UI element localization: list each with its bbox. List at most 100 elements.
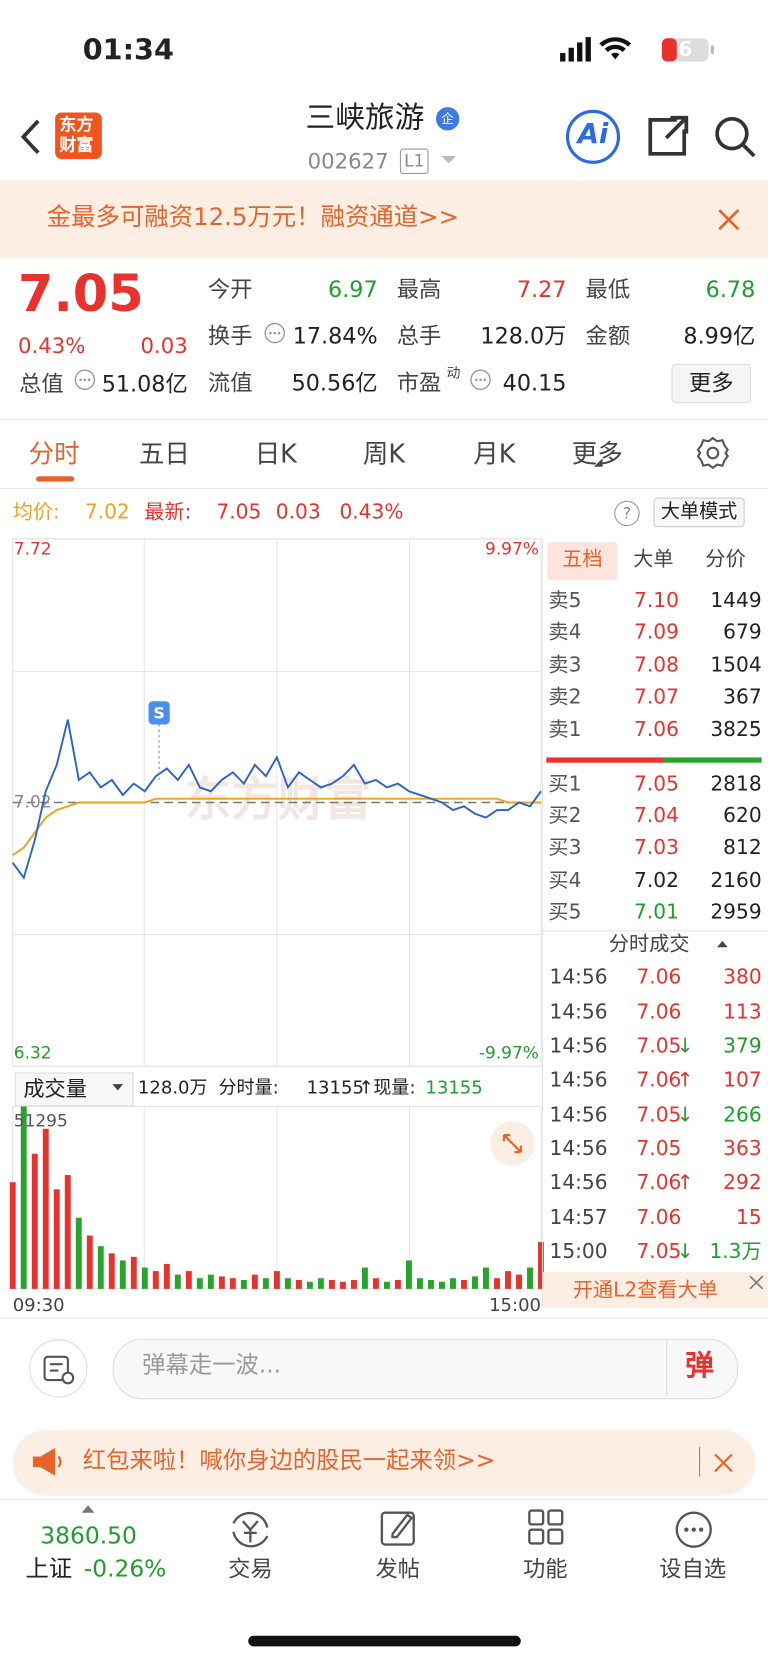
- change-pct: 0.43%: [18, 333, 86, 359]
- indicator-label[interactable]: 成交量: [23, 1075, 87, 1102]
- danmaku-input[interactable]: [112, 1338, 739, 1400]
- book-tab[interactable]: 分价: [705, 547, 746, 571]
- more-button[interactable]: [671, 363, 752, 404]
- home-indicator: [248, 1635, 521, 1647]
- collapse-icon[interactable]: [717, 940, 728, 948]
- book-tab[interactable]: 大单: [633, 547, 674, 571]
- trade-price: 7.06: [636, 1206, 682, 1230]
- l2-promo-text[interactable]: 开通L2查看大单: [572, 1278, 718, 1302]
- stock-code: 002627: [307, 148, 389, 174]
- volume-total: 128.0万: [137, 1077, 208, 1099]
- trade-volume: 292: [723, 1171, 762, 1195]
- period-tab[interactable]: 五日: [138, 439, 190, 469]
- indicator-select[interactable]: [14, 1072, 134, 1107]
- trades-title[interactable]: 分时成交: [608, 932, 690, 956]
- period-tab[interactable]: 周K: [362, 439, 406, 469]
- volume-bar: [284, 1278, 291, 1289]
- trade-time: 14:56: [549, 1000, 608, 1024]
- danmaku-placeholder[interactable]: 弹幕走一波...: [142, 1352, 282, 1380]
- danmaku-send[interactable]: 弹: [685, 1349, 714, 1383]
- promo-banner[interactable]: [12, 1429, 756, 1496]
- banner-text[interactable]: 金最多可融资12.5万元！融资通道>>: [46, 203, 460, 232]
- divider: [542, 538, 544, 1307]
- signal-marker[interactable]: [148, 701, 170, 725]
- banner[interactable]: [0, 180, 768, 258]
- expand-icon[interactable]: [502, 1133, 522, 1154]
- l2-promo[interactable]: [543, 1271, 768, 1308]
- index-value[interactable]: 3860.50: [40, 1523, 137, 1550]
- index-name[interactable]: 上证: [25, 1556, 73, 1583]
- trade-price: 7.05: [636, 1034, 682, 1058]
- volume-bar: [339, 1281, 346, 1289]
- index-change[interactable]: -0.26%: [83, 1556, 167, 1583]
- trade-volume: 363: [723, 1137, 762, 1161]
- book-price: 7.02: [634, 868, 679, 893]
- nav-item[interactable]: 功能: [522, 1556, 568, 1582]
- ai-button[interactable]: [564, 108, 621, 165]
- trade-time: 14:56: [549, 1068, 608, 1092]
- stat-value: 8.99亿: [683, 323, 756, 350]
- book-price: 7.04: [634, 804, 679, 828]
- volume-bar: [9, 1182, 16, 1289]
- volume-bar: [152, 1271, 159, 1289]
- close-promo[interactable]: [749, 1275, 764, 1290]
- trade-arrow: ↓: [676, 1240, 694, 1264]
- nav-item[interactable]: 交易: [228, 1556, 273, 1582]
- search-button[interactable]: [713, 115, 758, 160]
- megaphone-icon: [32, 1447, 62, 1476]
- intraday-chart: 东方财富 7.72 7.02 6.32 9.97% -9.97% 51295 09:30 15…: [9, 538, 544, 1316]
- volume-bar: [317, 1278, 324, 1289]
- latest-label: 最新:: [144, 500, 192, 525]
- index-arrow: [81, 1505, 95, 1513]
- current-volume: 13155: [425, 1077, 483, 1099]
- back-button[interactable]: [19, 119, 42, 155]
- period-tab[interactable]: 分时: [28, 439, 80, 469]
- book-label: 买4: [548, 868, 582, 893]
- signal-text[interactable]: S: [153, 703, 164, 722]
- settings-button[interactable]: [696, 436, 730, 470]
- trade-time: 14:56: [549, 965, 608, 989]
- period-tab[interactable]: 月K: [473, 439, 516, 469]
- close-banner[interactable]: [717, 208, 740, 231]
- grid-lines: [12, 538, 542, 1290]
- info-icons: [74, 322, 491, 391]
- current-volume-label: 现量:: [373, 1077, 416, 1099]
- y-tick-label: 7.02: [14, 792, 52, 812]
- volume-bar: [86, 1235, 93, 1289]
- period-tab[interactable]: 更多: [571, 439, 623, 469]
- stat-label-sup: 动: [446, 365, 461, 382]
- volume-bar: [251, 1274, 258, 1289]
- dropdown-icon[interactable]: [112, 1084, 124, 1092]
- volume-bar: [472, 1276, 478, 1289]
- more-label[interactable]: 更多: [688, 370, 734, 396]
- big-order-button[interactable]: 大单模式: [653, 497, 745, 528]
- book-volume: 812: [723, 835, 762, 860]
- period-tab[interactable]: 日K: [254, 439, 297, 469]
- tab-active[interactable]: [547, 542, 618, 581]
- help-icon[interactable]: [614, 500, 640, 527]
- nav-item[interactable]: 设自选: [659, 1556, 727, 1582]
- badge-text: 企: [441, 111, 455, 127]
- close-promo[interactable]: [714, 1453, 733, 1473]
- danmaku-settings[interactable]: [29, 1339, 88, 1398]
- ai-label[interactable]: Ai: [577, 118, 609, 151]
- dropdown-icon[interactable]: [441, 155, 457, 167]
- book-price: 7.03: [634, 835, 679, 860]
- nav-item[interactable]: 发帖: [375, 1556, 421, 1582]
- book-label: 买3: [548, 835, 582, 860]
- dropdown-icon[interactable]: [594, 458, 605, 467]
- volume-bar: [350, 1279, 357, 1289]
- book-tab[interactable]: 五档: [562, 547, 603, 571]
- promo-text[interactable]: 红包来啦！喊你身边的股民一起来领>>: [82, 1447, 496, 1475]
- trade-volume: 266: [723, 1103, 762, 1127]
- stat-label: 流值: [207, 370, 253, 396]
- help-text[interactable]: ?: [622, 503, 632, 523]
- trade-price: 7.06: [636, 1068, 682, 1092]
- volume-bar: [516, 1274, 522, 1289]
- book-volume: 1504: [710, 653, 762, 677]
- period-volume: 13155: [306, 1077, 364, 1099]
- app-logo: 东方 财富: [55, 112, 102, 160]
- status-icons: [560, 37, 714, 62]
- share-button[interactable]: [647, 115, 689, 157]
- volume-bar: [328, 1279, 335, 1289]
